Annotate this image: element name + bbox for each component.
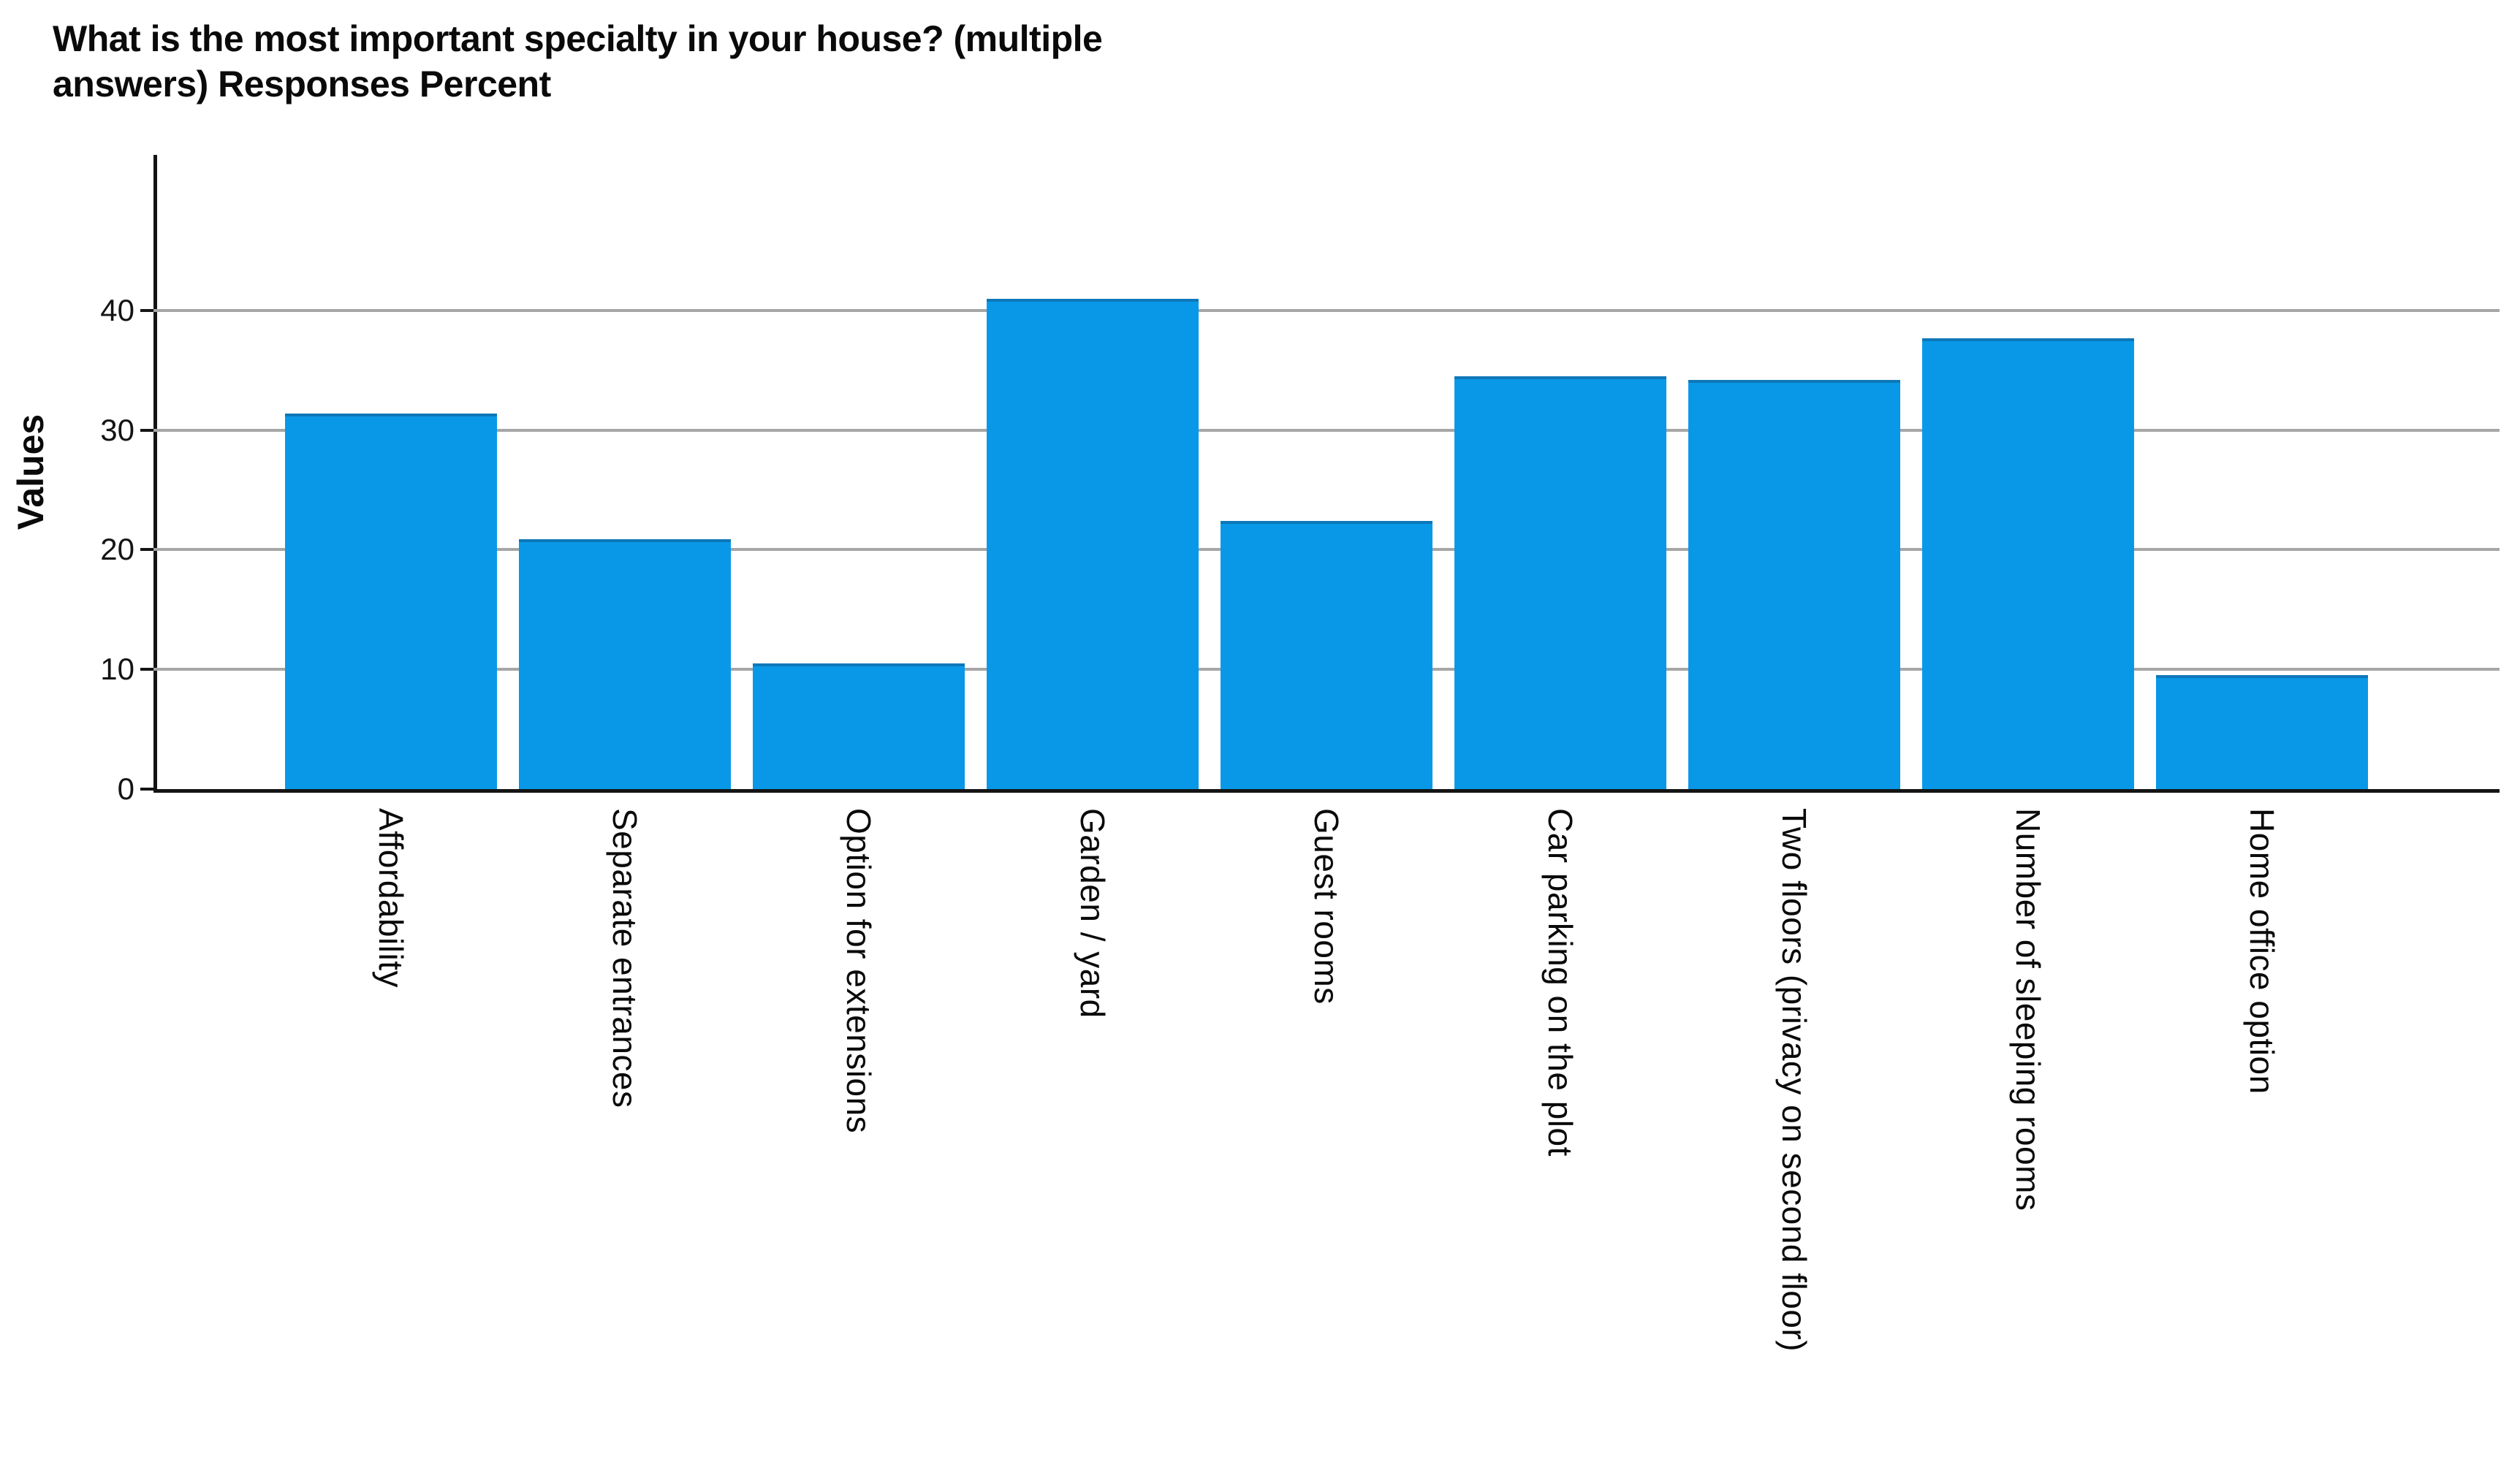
y-tick-label-10: 10 <box>100 652 134 687</box>
category-label-4: Garden / yard <box>1074 808 1112 1019</box>
category-label-3: Option for extensions <box>840 808 878 1134</box>
plot-area <box>153 155 2500 793</box>
bar-1 <box>285 413 497 789</box>
x-label-slot-7: Two floors (privacy on second floor) <box>1677 808 1911 1451</box>
category-label-8: Number of sleeping rooms <box>2009 808 2048 1211</box>
x-label-slot-3: Option for extensions <box>742 808 976 1451</box>
chart-title-line-1: What is the most important specialty in … <box>53 18 1103 59</box>
x-label-slot-2: Separate entrances <box>508 808 742 1451</box>
y-tick-label-40: 40 <box>100 292 134 327</box>
chart-title-line-2: answers) Responses Percent <box>53 64 551 104</box>
y-tick-mark-20 <box>140 548 153 552</box>
bar-5 <box>1221 521 1432 789</box>
x-label-slot-1: Affordability <box>274 808 508 1451</box>
y-tick-label-0: 0 <box>117 772 134 806</box>
x-label-slot-4: Garden / yard <box>976 808 1210 1451</box>
category-label-5: Guest rooms <box>1308 808 1346 1005</box>
y-tick-mark-10 <box>140 668 153 671</box>
category-label-1: Affordability <box>372 808 411 989</box>
y-axis-line <box>153 155 157 789</box>
y-tick-mark-30 <box>140 428 153 432</box>
y-tick-mark-0 <box>140 788 153 791</box>
x-label-slot-6: Car parking on the plot <box>1443 808 1677 1451</box>
chart-title: What is the most important specialty in … <box>53 16 1103 107</box>
y-tick-mark-40 <box>140 308 153 312</box>
y-tick-label-30: 30 <box>100 412 134 447</box>
bar-3 <box>753 663 965 789</box>
category-label-2: Separate entrances <box>606 808 645 1108</box>
bar-2 <box>519 538 731 789</box>
gridline-y-30 <box>153 428 2500 432</box>
gridline-y-40 <box>153 308 2500 312</box>
category-label-7: Two floors (privacy on second floor) <box>1775 808 1814 1352</box>
x-label-slot-8: Number of sleeping rooms <box>1911 808 2145 1451</box>
bar-6 <box>1454 376 1666 789</box>
category-label-6: Car parking on the plot <box>1541 808 1580 1157</box>
category-label-9: Home office option <box>2243 808 2282 1094</box>
bar-8 <box>1922 338 2134 789</box>
bar-4 <box>987 298 1199 789</box>
x-axis-baseline <box>153 789 2500 793</box>
x-label-slot-5: Guest rooms <box>1210 808 1443 1451</box>
x-axis-category-labels: Affordability Separate entrances Option fo… <box>274 808 2379 1451</box>
x-label-slot-9: Home office option <box>2145 808 2379 1451</box>
y-tick-label-20: 20 <box>100 532 134 567</box>
bar-9 <box>2156 675 2368 789</box>
bar-7 <box>1688 379 1900 789</box>
